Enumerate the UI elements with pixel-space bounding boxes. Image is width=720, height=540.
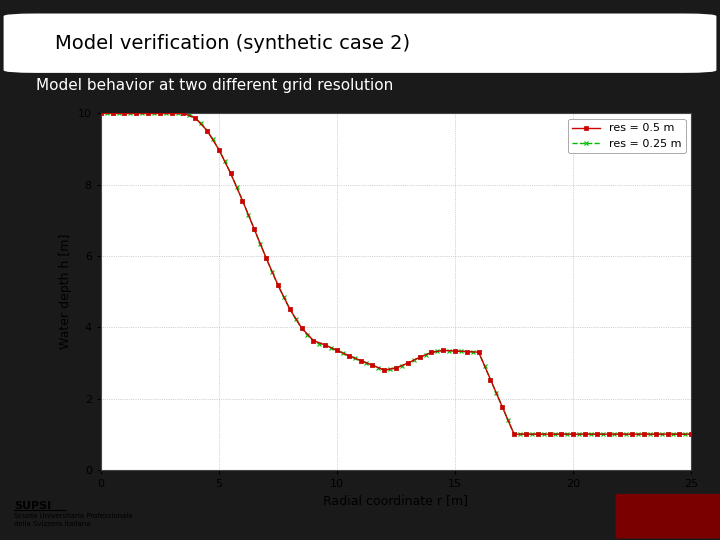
Line: res = 0.25 m: res = 0.25 m	[99, 111, 693, 437]
Y-axis label: Water depth h [m]: Water depth h [m]	[59, 234, 72, 349]
X-axis label: Radial coordinate r [m]: Radial coordinate r [m]	[323, 495, 469, 508]
res = 0.25 m	[687, 431, 696, 437]
Legend: res = 0.5 m, res = 0.25 m: res = 0.5 m, res = 0.25 m	[567, 119, 685, 153]
res = 0.25 m	[138, 110, 146, 117]
res = 0.25 m	[510, 431, 518, 437]
Line: res = 0.5 m: res = 0.5 m	[99, 111, 693, 437]
res = 0.5 m	[226, 170, 235, 177]
res = 0.5 m	[687, 431, 696, 437]
res = 0.5 m	[96, 110, 105, 117]
Text: Model verification (synthetic case 2): Model verification (synthetic case 2)	[55, 33, 410, 53]
res = 0.25 m	[451, 348, 459, 354]
res = 0.5 m	[285, 306, 294, 312]
res = 0.25 m	[545, 431, 554, 437]
FancyBboxPatch shape	[4, 14, 716, 73]
res = 0.5 m	[534, 431, 542, 437]
Text: SUPSI: SUPSI	[14, 501, 52, 511]
Text: Scuola Universitaria Professionale
della Svizzera italiana: Scuola Universitaria Professionale della…	[14, 513, 133, 527]
FancyBboxPatch shape	[616, 494, 720, 538]
res = 0.5 m	[274, 282, 282, 288]
res = 0.5 m	[675, 431, 684, 437]
res = 0.5 m	[510, 431, 518, 437]
Text: Model behavior at two different grid resolution: Model behavior at two different grid res…	[36, 78, 393, 93]
res = 0.25 m	[96, 110, 105, 117]
res = 0.25 m	[368, 362, 377, 368]
res = 0.5 m	[486, 376, 495, 383]
res = 0.25 m	[516, 431, 524, 437]
res = 0.25 m	[244, 212, 253, 218]
